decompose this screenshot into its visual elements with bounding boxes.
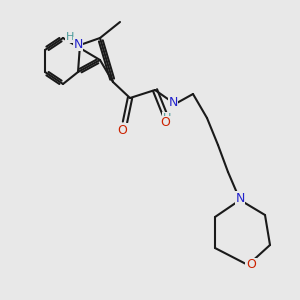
Text: H: H (163, 113, 171, 123)
Text: O: O (117, 124, 127, 136)
Text: O: O (246, 259, 256, 272)
Text: N: N (73, 38, 83, 50)
Text: O: O (160, 116, 170, 130)
Text: N: N (168, 95, 178, 109)
Text: N: N (235, 191, 245, 205)
Text: H: H (66, 32, 74, 42)
